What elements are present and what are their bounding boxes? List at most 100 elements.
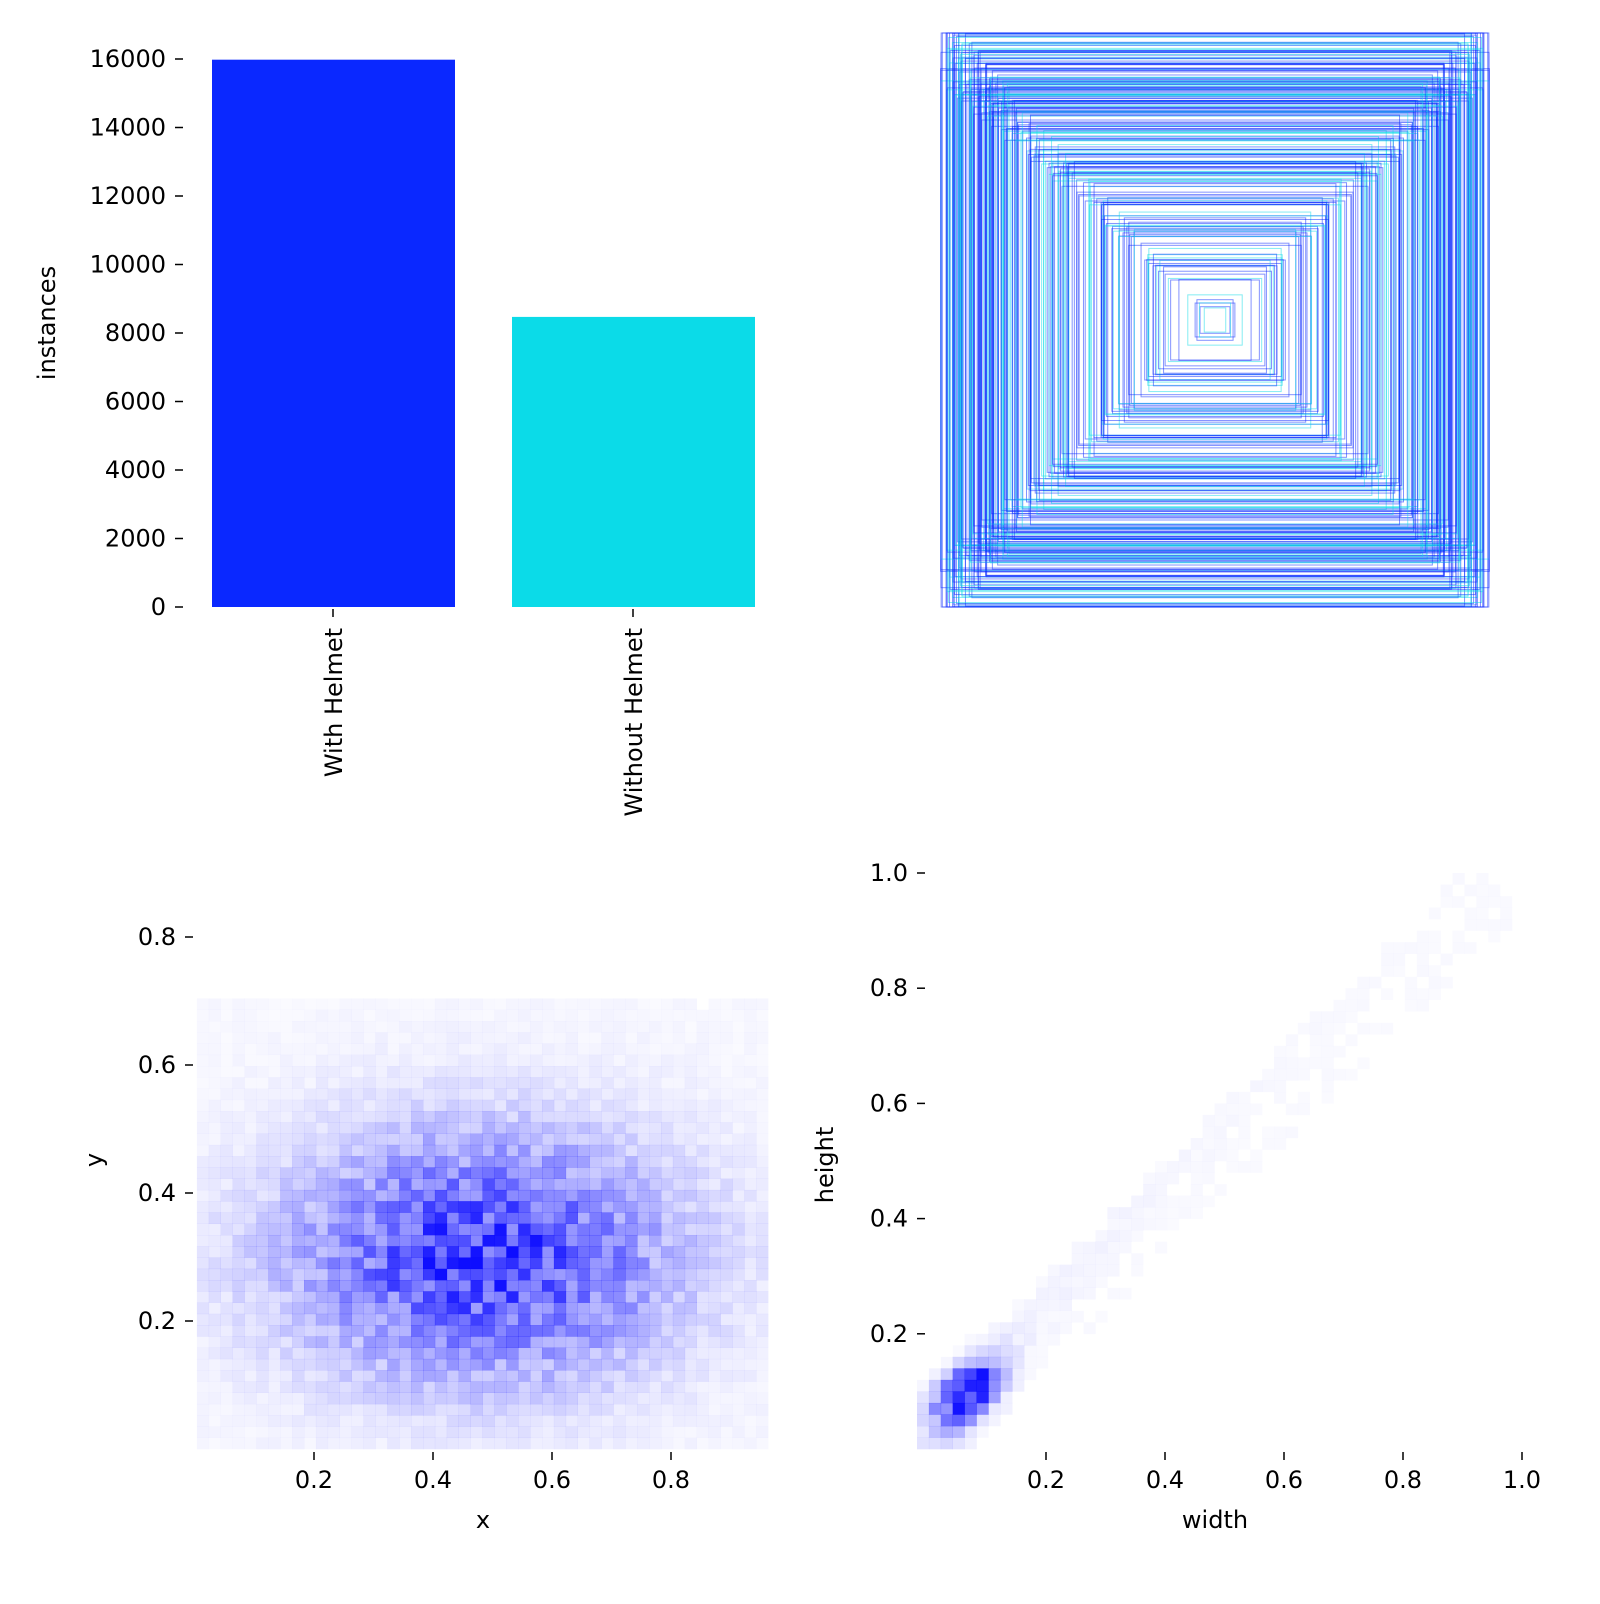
heatmap-cell	[1036, 1357, 1048, 1369]
heatmap-cell	[387, 1381, 400, 1393]
heatmap-cell	[625, 1088, 638, 1101]
heatmap-cell	[399, 1189, 412, 1202]
heatmap-cell	[327, 1268, 340, 1281]
heatmap-cell	[1084, 1322, 1096, 1334]
heatmap-cell	[208, 1313, 221, 1326]
heatmap-cell	[613, 1020, 626, 1033]
heatmap-cell	[375, 1415, 388, 1427]
heatmap-cell	[280, 1111, 293, 1123]
heatmap-cell	[363, 1257, 376, 1270]
heatmap-cell	[482, 1280, 495, 1292]
bounding-box	[1012, 126, 1418, 514]
heatmap-cell	[446, 1415, 459, 1427]
heatmap-cell	[684, 1257, 697, 1270]
heatmap-cell	[244, 1370, 257, 1382]
heatmap-cell	[1453, 896, 1465, 908]
heatmap-cell	[387, 1021, 399, 1033]
heatmap-cell	[613, 1280, 626, 1292]
heatmap-cell	[434, 1099, 448, 1112]
heatmap-cell	[696, 1234, 709, 1247]
heatmap-cell	[1059, 1276, 1072, 1289]
heatmap-cell	[601, 1111, 614, 1123]
heatmap-cell	[685, 1021, 697, 1033]
heatmap-cell	[304, 1223, 317, 1236]
heatmap-cell	[256, 1156, 269, 1168]
heatmap-cell	[494, 1280, 507, 1292]
heatmap-cell	[577, 1099, 590, 1112]
heatmap-cell	[1322, 1092, 1334, 1104]
heatmap-cell	[363, 1246, 376, 1258]
heatmap-cell	[256, 1043, 268, 1055]
heatmap-cell	[625, 1201, 638, 1213]
heatmap-cell	[578, 1032, 590, 1044]
heatmap-cell	[756, 1178, 769, 1191]
heatmap-cell	[327, 1257, 340, 1270]
heatmap-cell	[625, 1178, 638, 1191]
heatmap-cell	[304, 1010, 316, 1022]
heatmap-cell	[494, 1088, 507, 1101]
heatmap-cell	[256, 1077, 268, 1089]
heatmap-cell	[672, 1054, 686, 1067]
heatmap-cell	[434, 1257, 448, 1270]
heatmap-cell	[1060, 1311, 1072, 1323]
heatmap-cell	[1322, 1034, 1334, 1046]
heatmap-cell	[542, 1437, 555, 1450]
heatmap-cell	[649, 1122, 662, 1134]
heatmap-cell	[601, 1291, 614, 1303]
heatmap-cell	[684, 1167, 697, 1179]
heatmap-cell	[339, 1381, 352, 1393]
wh-ylabel: height	[811, 1127, 839, 1204]
heatmap-cell	[553, 1133, 567, 1146]
heatmap-cell	[268, 1088, 281, 1101]
heatmap-cell	[1334, 1069, 1346, 1081]
heatmap-cell	[482, 1325, 495, 1337]
bar-ylabel: instances	[33, 266, 61, 380]
heatmap-cell	[387, 1032, 399, 1044]
heatmap-cell	[649, 1381, 662, 1393]
heatmap-cell	[917, 1437, 930, 1450]
heatmap-cell	[637, 1370, 650, 1382]
heatmap-cell	[470, 1066, 483, 1078]
heatmap-cell	[565, 1133, 578, 1146]
heatmap-cell	[423, 1358, 436, 1371]
heatmap-cell	[613, 1144, 626, 1157]
heatmap-cell	[1024, 1333, 1037, 1346]
heatmap-cell	[423, 1280, 436, 1292]
heatmap-cell	[434, 1370, 448, 1382]
heatmap-cell	[232, 1077, 245, 1089]
heatmap-cell	[387, 1122, 400, 1134]
heatmap-cell	[637, 1088, 650, 1101]
heatmap-cell	[625, 998, 638, 1011]
heatmap-cell	[613, 1066, 626, 1078]
heatmap-cell	[637, 1032, 650, 1044]
bounding-box	[1004, 86, 1426, 554]
heatmap-cell	[339, 1156, 352, 1168]
heatmap-cell	[328, 1021, 340, 1033]
heatmap-cell	[434, 1156, 448, 1168]
heatmap-cell	[351, 1325, 364, 1337]
heatmap-cell	[917, 1391, 930, 1404]
heatmap-cell	[506, 1189, 519, 1202]
heatmap-cell	[720, 1156, 733, 1168]
bounding-box	[1187, 294, 1243, 346]
heatmap-cell	[268, 1313, 281, 1326]
heatmap-cell	[601, 1246, 614, 1258]
heatmap-cell	[268, 1325, 281, 1337]
heatmap-cell	[1393, 954, 1405, 966]
heatmap-cell	[696, 1246, 709, 1258]
heatmap-cell	[268, 1280, 281, 1292]
heatmap-cell	[732, 1021, 744, 1033]
heatmap-cell	[220, 1189, 233, 1202]
heatmap-cell	[209, 1021, 221, 1033]
heatmap-cell	[1203, 1149, 1215, 1161]
heatmap-cell	[434, 1032, 448, 1044]
bounding-box	[961, 42, 1469, 598]
heatmap-cell	[506, 1133, 519, 1146]
bounding-box	[1030, 156, 1400, 484]
heatmap-cell	[720, 1088, 733, 1101]
heatmap-cell	[613, 1403, 626, 1416]
heatmap-cell	[518, 1088, 531, 1101]
heatmap-cell	[530, 1325, 543, 1337]
heatmap-cell	[661, 1358, 674, 1371]
heatmap-cell	[340, 1021, 352, 1033]
